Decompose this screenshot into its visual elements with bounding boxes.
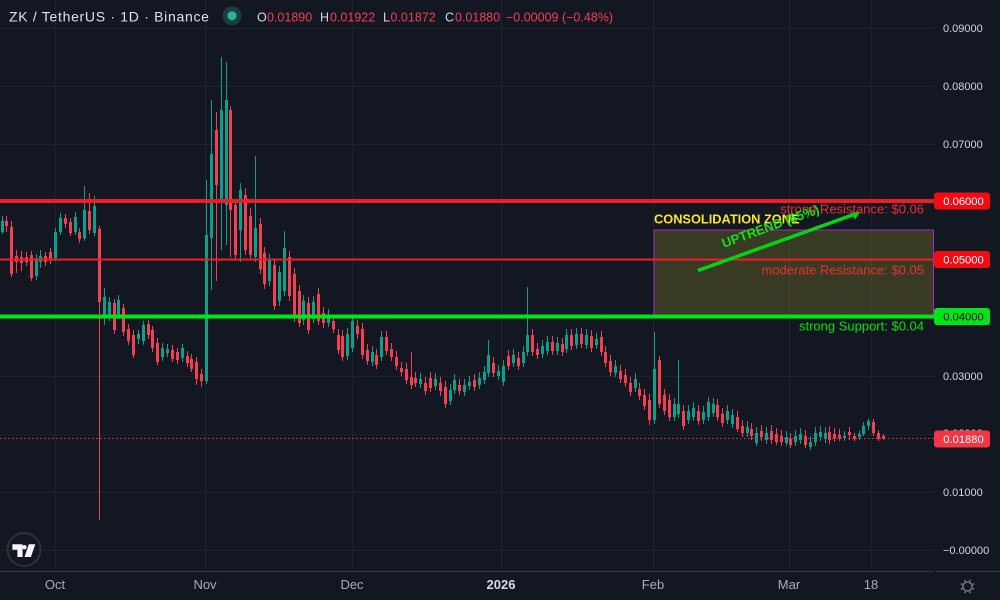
svg-text:ZK / TetherUS · 1D · Binance: ZK / TetherUS · 1D · Binance: [9, 9, 210, 25]
svg-text:O: O: [257, 11, 267, 25]
svg-text:0.01880: 0.01880: [943, 434, 983, 446]
svg-text:H: H: [320, 11, 329, 25]
svg-text:strong Resistance: $0.06: strong Resistance: $0.06: [780, 202, 924, 217]
svg-text:Feb: Feb: [642, 577, 664, 592]
svg-text:0.05000: 0.05000: [943, 255, 983, 267]
svg-text:−0.00000: −0.00000: [943, 545, 989, 557]
svg-text:0.01890: 0.01890: [267, 11, 312, 25]
svg-text:0.07000: 0.07000: [943, 139, 983, 151]
svg-text:0.09000: 0.09000: [943, 23, 983, 35]
svg-text:Oct: Oct: [45, 577, 66, 592]
svg-text:L: L: [383, 11, 390, 25]
svg-text:Mar: Mar: [778, 577, 801, 592]
svg-text:0.03000: 0.03000: [943, 371, 983, 383]
svg-text:C: C: [445, 11, 454, 25]
svg-text:moderate Resistance: $0.05: moderate Resistance: $0.05: [761, 263, 924, 278]
svg-text:Dec: Dec: [340, 577, 364, 592]
svg-text:CONSOLIDATION ZONE: CONSOLIDATION ZONE: [654, 212, 800, 227]
svg-text:−0.00009 (−0.48%): −0.00009 (−0.48%): [506, 11, 613, 25]
svg-text:Nov: Nov: [193, 577, 217, 592]
svg-text:strong Support: $0.04: strong Support: $0.04: [799, 319, 924, 334]
svg-text:2026: 2026: [487, 577, 516, 592]
svg-text:0.01872: 0.01872: [391, 11, 436, 25]
svg-text:0.06000: 0.06000: [943, 196, 983, 208]
svg-text:0.08000: 0.08000: [943, 81, 983, 93]
svg-text:0.01000: 0.01000: [943, 487, 983, 499]
svg-text:0.01880: 0.01880: [455, 11, 500, 25]
svg-text:0.01922: 0.01922: [330, 11, 375, 25]
svg-text:18: 18: [864, 577, 878, 592]
svg-text:0.04000: 0.04000: [943, 312, 983, 324]
